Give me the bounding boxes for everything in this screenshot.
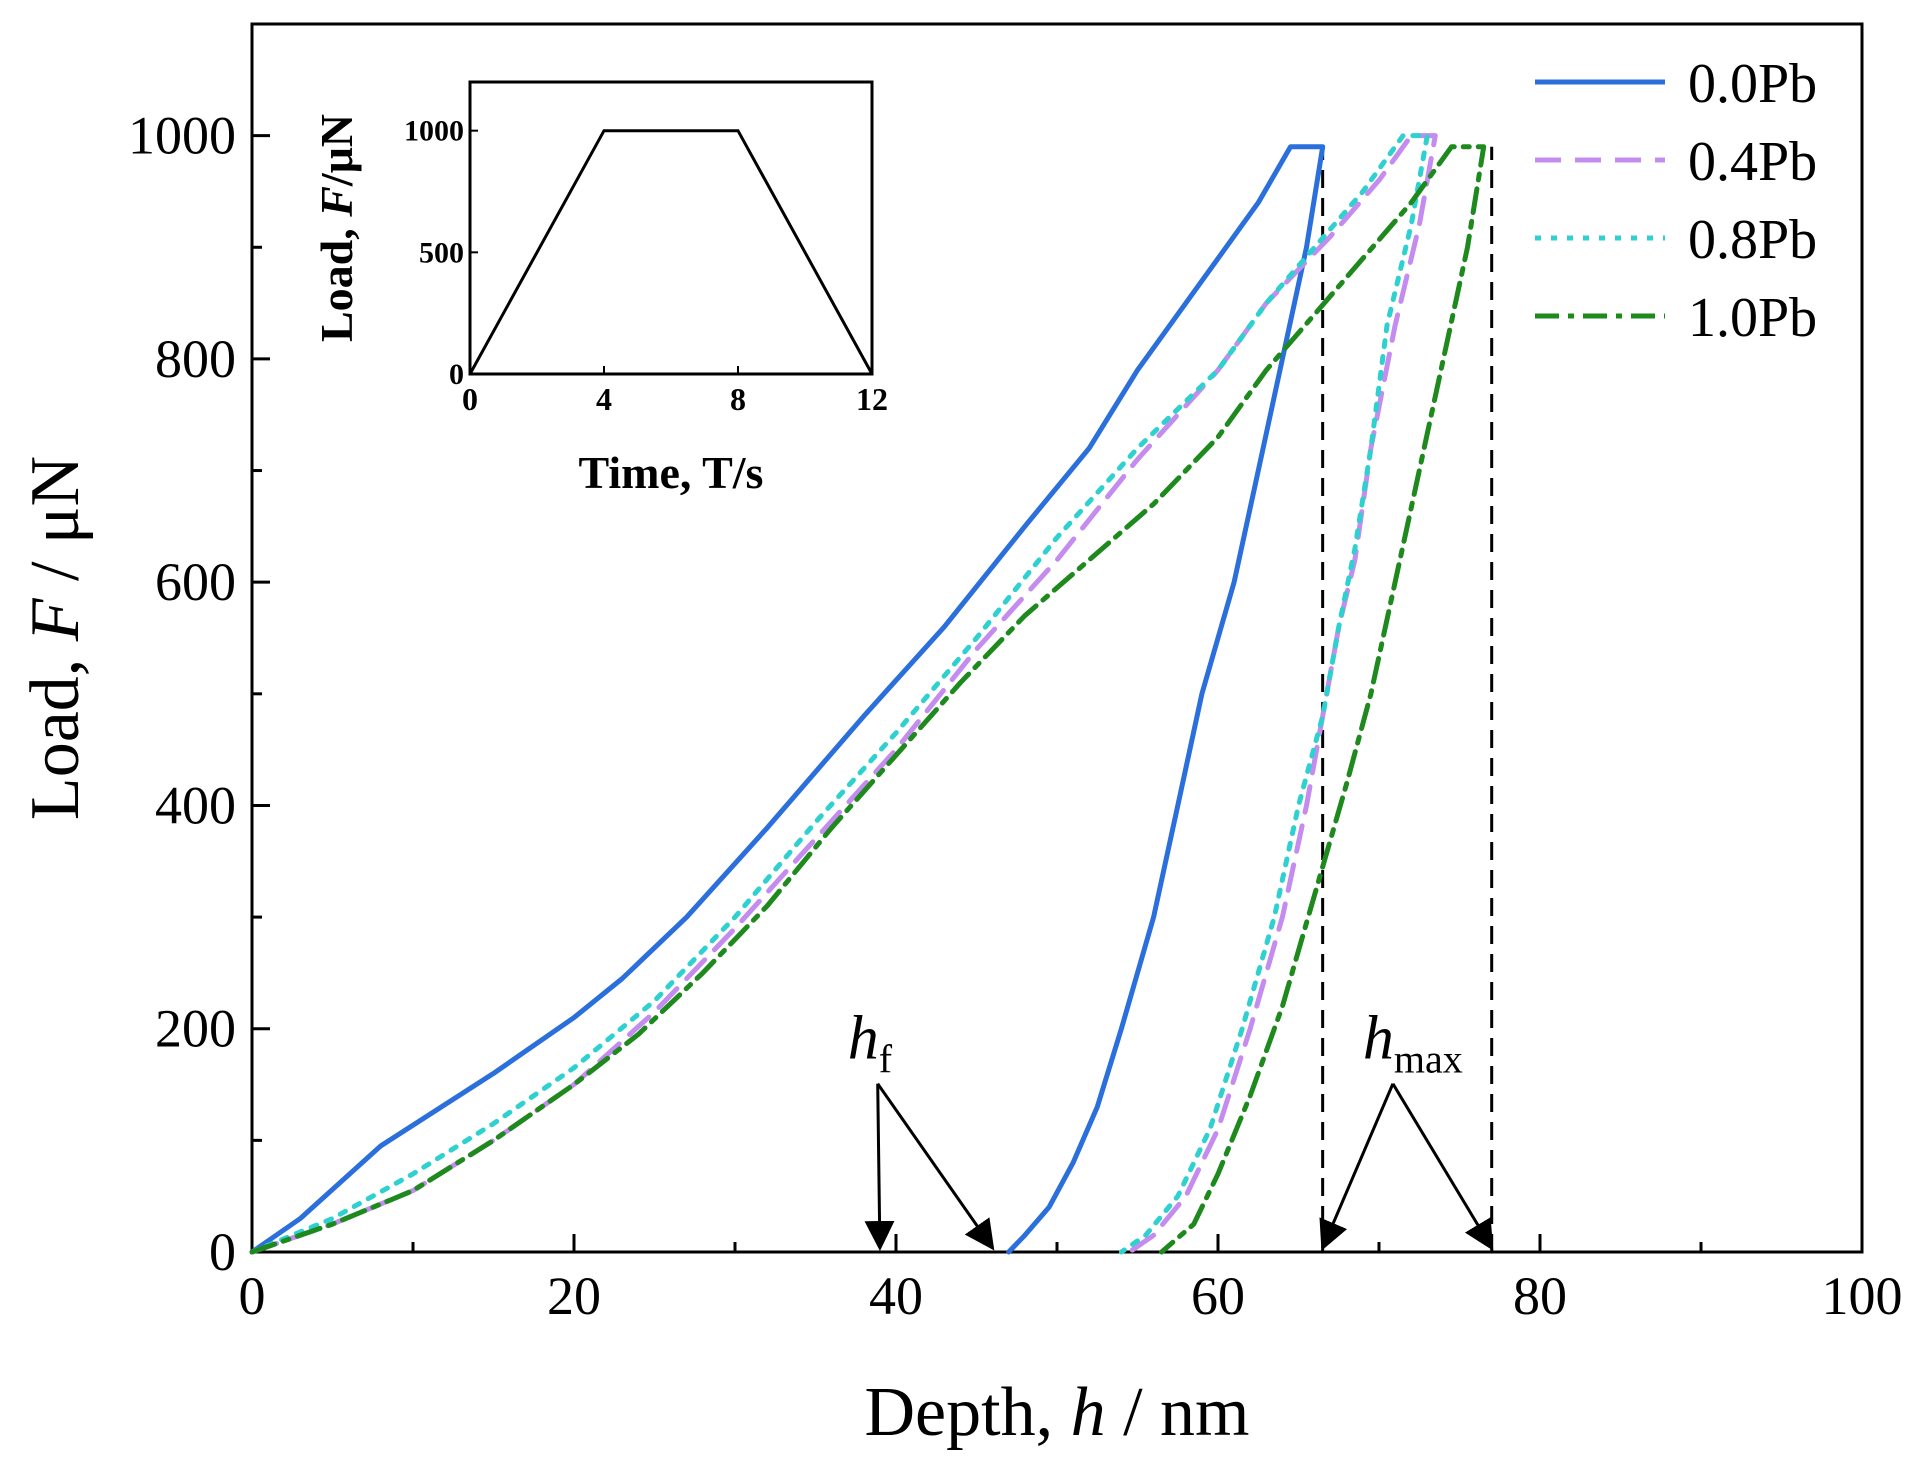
legend: 0.0Pb 0.4Pb 0.8Pb 1.0Pb	[1535, 53, 1817, 349]
annotation-arrow-hmax-1	[1391, 1082, 1494, 1251]
inset-x-tick-label: 0	[462, 381, 478, 417]
series-line-0.0Pb	[249, 144, 1326, 1255]
x-tick-label: 40	[869, 1266, 923, 1326]
x-tick-label: 0	[239, 1266, 266, 1326]
inset-x-tick-label: 4	[596, 381, 612, 417]
x-tick-label: 20	[547, 1266, 601, 1326]
reference-lines	[1321, 146, 1494, 1252]
y-tick-label: 200	[155, 999, 236, 1059]
inset-plot-frame	[468, 80, 874, 376]
y-tick-label: 600	[155, 552, 236, 612]
annotation-arrow-hf-1	[876, 1082, 995, 1251]
y-tick-label: 1000	[128, 106, 236, 166]
inset-y-tick-label: 1000	[404, 115, 464, 148]
inset-y-axis-label: Load, F/μN	[311, 114, 362, 342]
inset-x-axis-label: Time, T/s	[579, 447, 764, 498]
series-line-0.4Pb	[249, 133, 1438, 1255]
series-line-1.0Pb	[249, 144, 1487, 1255]
y-axis-label: Load, F / μN	[17, 456, 94, 820]
x-tick-label: 60	[1191, 1266, 1245, 1326]
annotation-arrow-hf-0	[864, 1083, 895, 1251]
inset-y-tick-label: 500	[419, 236, 464, 269]
legend-label: 1.0Pb	[1688, 287, 1817, 349]
y-tick-label: 0	[209, 1222, 236, 1282]
annotations-group: hf hmax	[848, 1005, 1494, 1251]
legend-label: 0.0Pb	[1688, 53, 1817, 115]
annotation-hmax: hmax	[1363, 1005, 1463, 1082]
inset-series-load-function	[468, 129, 874, 375]
legend-label: 0.4Pb	[1688, 131, 1817, 193]
x-axis-label: Depth, h / nm	[865, 1374, 1250, 1451]
inset-x-tick-label: 12	[856, 381, 888, 417]
legend-label: 0.8Pb	[1688, 209, 1817, 271]
main-series-group	[249, 133, 1487, 1255]
inset-series-group	[468, 129, 874, 375]
x-tick-label: 100	[1822, 1266, 1903, 1326]
inset-y-tick-label: 0	[449, 358, 464, 391]
annotation-arrow-hmax-0	[1319, 1083, 1395, 1251]
y-tick-label: 400	[155, 775, 236, 835]
x-tick-label: 80	[1513, 1266, 1567, 1326]
annotation-hf: hf	[848, 1005, 893, 1082]
y-tick-label: 800	[155, 329, 236, 389]
inset-x-tick-label: 8	[730, 381, 746, 417]
series-line-0.8Pb	[249, 133, 1430, 1255]
